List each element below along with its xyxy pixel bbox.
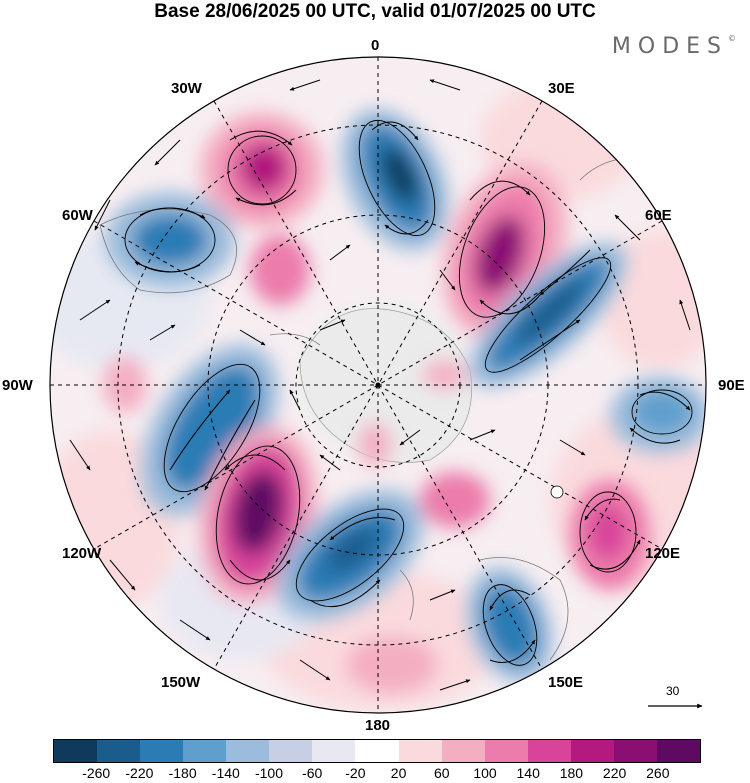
label-0: 0 — [371, 37, 380, 54]
label-90w: 90W — [2, 377, 33, 394]
label-120e: 120E — [645, 545, 681, 562]
north-pole-marker — [375, 382, 381, 388]
colorbar-labels: -260 -220 -180 -140 -100 -60 -20 20 60 100 140 180 2… — [0, 765, 750, 783]
colorbar-tick-label: -140 — [211, 765, 240, 781]
label-60e: 60E — [645, 207, 672, 224]
polar-cap — [295, 300, 475, 463]
colorbar-tick-label: 220 — [602, 765, 627, 781]
graticule — [50, 57, 706, 713]
colorbar-tick-label: 100 — [473, 765, 497, 781]
colorbar-swatch — [226, 740, 270, 762]
anomaly-field — [50, 57, 706, 713]
colorbar-tick-label: 260 — [646, 765, 670, 781]
label-60w: 60W — [62, 207, 93, 224]
colorbar-swatch — [441, 740, 485, 762]
colorbar-swatch — [527, 740, 571, 762]
label-30w: 30W — [171, 80, 202, 97]
colorbar-swatch — [613, 740, 657, 762]
pole-hole-marker — [550, 485, 564, 499]
colorbar-swatch — [570, 740, 614, 762]
brand-name: MODES — [611, 34, 728, 59]
wind-vectors — [69, 79, 691, 691]
colorbar-tick-label: -60 — [302, 765, 323, 781]
colorbar-tick-label: -260 — [82, 765, 111, 781]
label-120w: 120W — [62, 545, 102, 562]
brand-mark: © — [728, 34, 736, 43]
colorbar-swatch — [140, 740, 184, 762]
coastlines — [99, 157, 661, 661]
polar-stereographic-map — [49, 56, 707, 714]
colorbar-swatch — [398, 740, 442, 762]
colorbar-tick-label: -100 — [254, 765, 284, 781]
label-30e: 30E — [548, 80, 575, 97]
brand-logo: MODES© — [612, 34, 736, 59]
colorbar-tick-label: -20 — [345, 765, 366, 781]
colorbar-swatch — [312, 740, 356, 762]
reference-vector-value: 30 — [666, 684, 680, 698]
colorbar-swatch — [656, 740, 700, 762]
label-150w: 150W — [161, 674, 201, 691]
label-180: 180 — [365, 717, 391, 734]
colorbar-tick-label: -220 — [125, 765, 154, 781]
colorbar — [53, 739, 701, 763]
map-title: Base 28/06/2025 00 UTC, valid 01/07/2025… — [154, 1, 596, 22]
map-boundary — [49, 56, 707, 714]
colorbar-tick-label: 20 — [390, 765, 407, 781]
colorbar-swatch — [97, 740, 141, 762]
colorbar-swatch — [269, 740, 313, 762]
label-90e: 90E — [718, 377, 745, 394]
colorbar-swatch — [54, 740, 98, 762]
colorbar-tick-label: 60 — [434, 765, 450, 781]
colorbar-swatch — [484, 740, 528, 762]
colorbar-tick-label: 180 — [559, 765, 584, 781]
colorbar-swatch — [183, 740, 227, 762]
colorbar-swatch — [355, 740, 399, 762]
label-150e: 150E — [548, 674, 584, 691]
colorbar-tick-label: -180 — [168, 765, 197, 781]
colorbar-tick-label: 140 — [516, 765, 540, 781]
